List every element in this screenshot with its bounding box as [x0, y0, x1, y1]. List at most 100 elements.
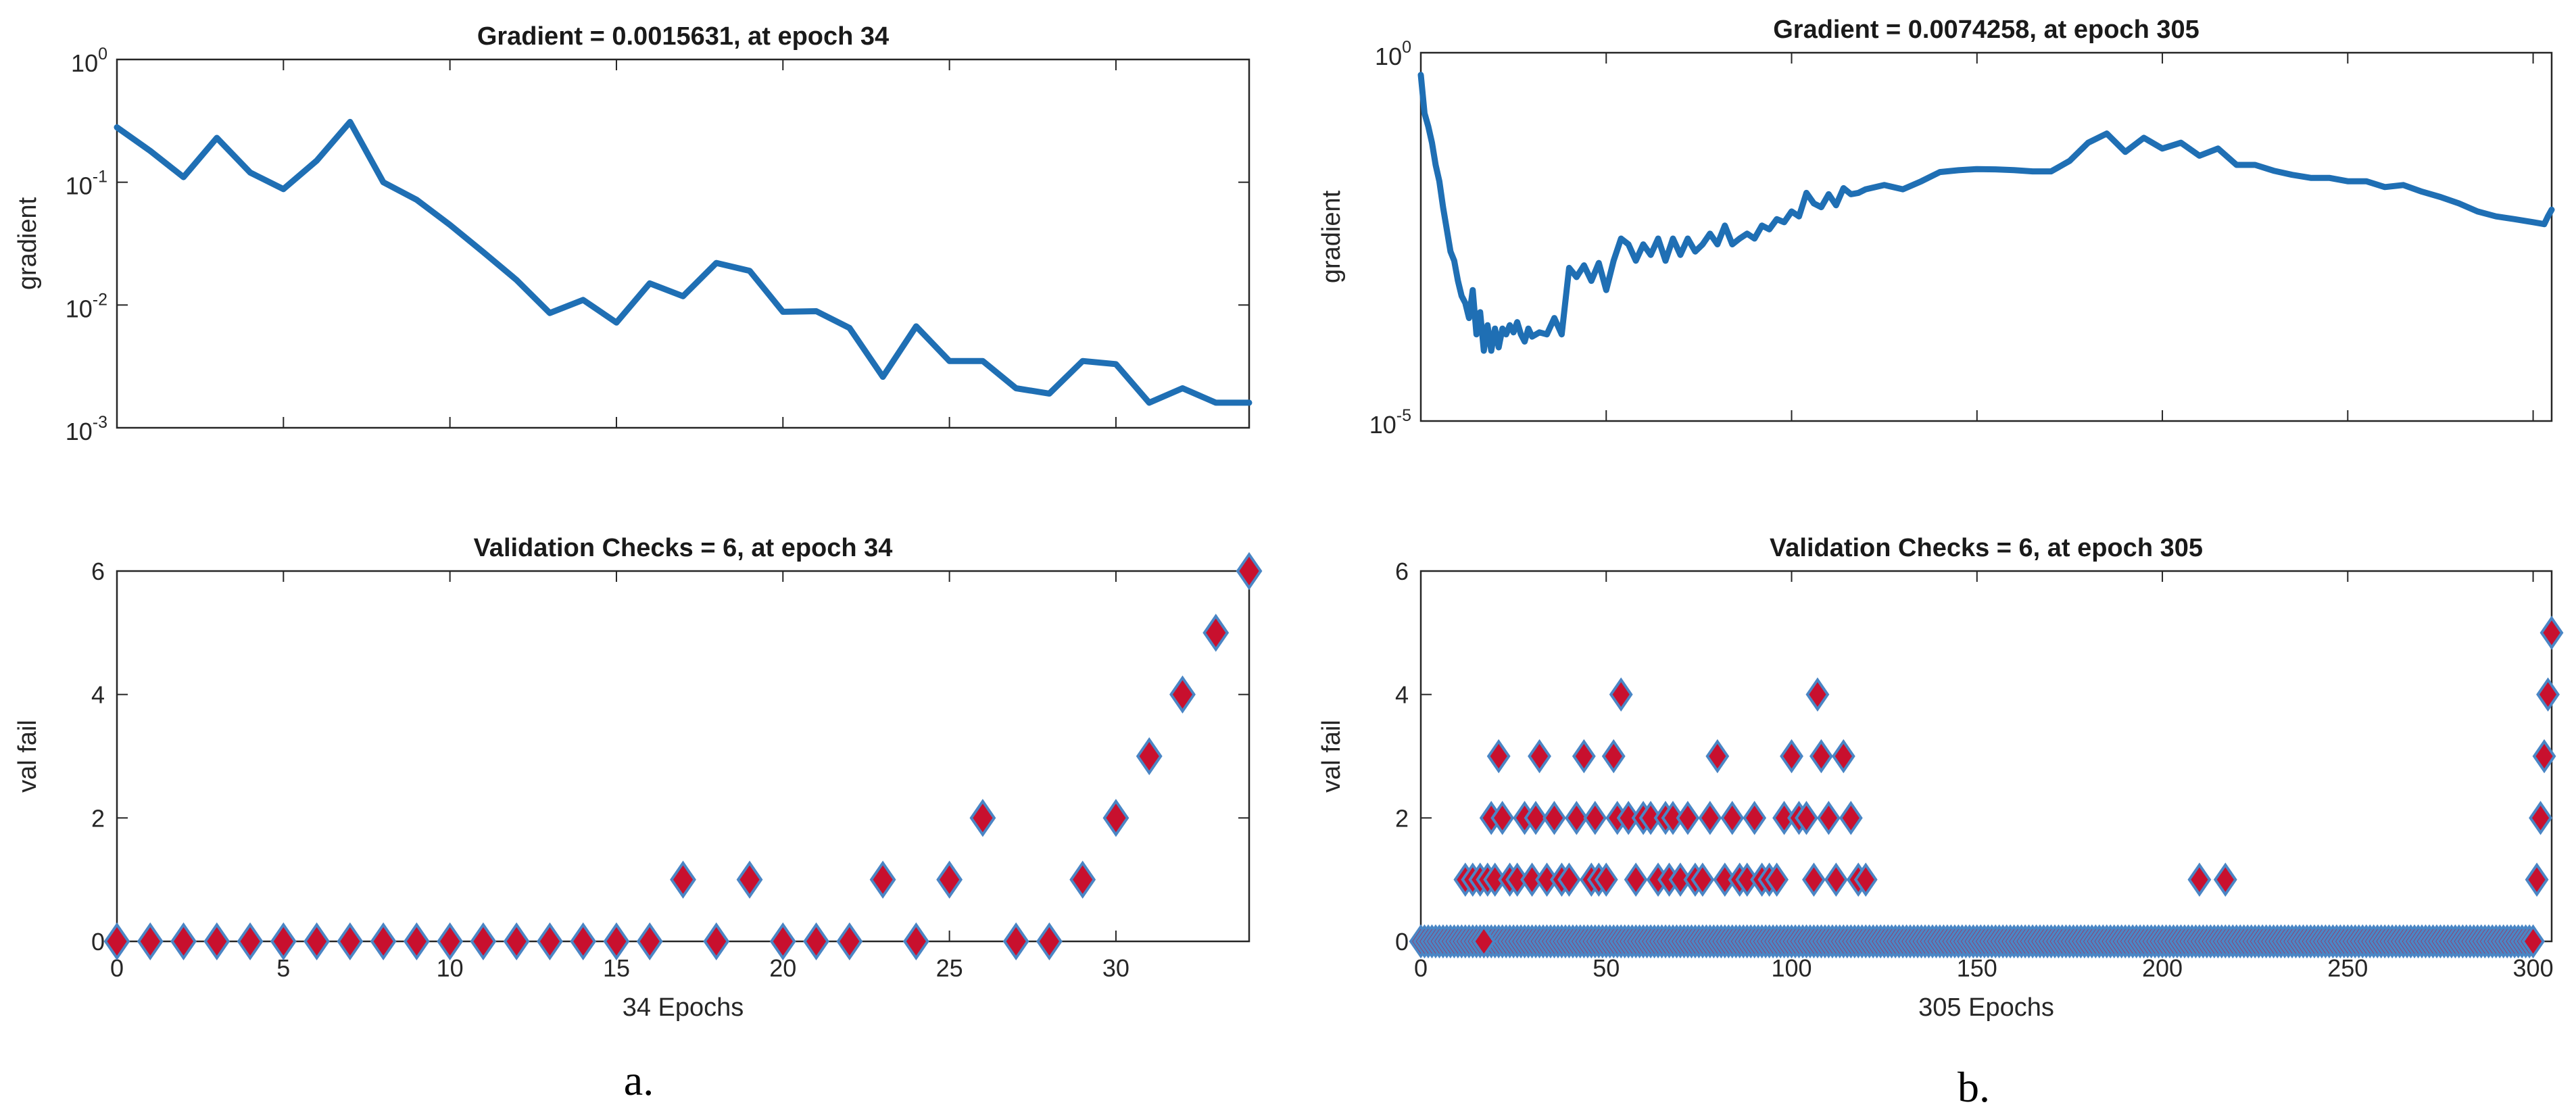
- y-axis-label: val fail: [1317, 720, 1346, 793]
- val-fail-marker: [1002, 922, 1029, 961]
- val-fail-marker: [1705, 739, 1730, 774]
- val-fail-marker: [2213, 862, 2237, 897]
- val-fail-marker: [1624, 862, 1648, 897]
- panel-a-validation-checks-chart: Validation Checks = 6, at epoch 34 val fa…: [14, 534, 1263, 1022]
- y-axis-label: gradient: [1317, 190, 1346, 283]
- val-fail-marker: [636, 922, 663, 961]
- val-fail-marker: [137, 922, 164, 961]
- x-tick-label: 25: [936, 954, 963, 982]
- val-fail-marker: [1583, 801, 1607, 835]
- y-tick-label: 2: [1395, 804, 1409, 832]
- val-fail-marker: [1831, 739, 1855, 774]
- val-fail-marker: [203, 922, 230, 961]
- val-fail-marker: [670, 860, 696, 899]
- val-fail-marker: [537, 922, 563, 961]
- val-fail-marker: [1765, 862, 1789, 897]
- x-tick-label: 100: [1771, 954, 1812, 982]
- chart-title: Gradient = 0.0015631, at epoch 34: [477, 22, 889, 51]
- val-fail-marker: [2532, 739, 2556, 774]
- panel-a-gradient-chart: Gradient = 0.0015631, at epoch 34 gradien…: [14, 22, 1253, 445]
- y-tick-label: 4: [1395, 681, 1409, 709]
- val-fail-marker: [902, 922, 929, 961]
- val-fail-marker: [237, 922, 264, 961]
- val-fail-marker: [1743, 801, 1767, 835]
- x-tick-label: 300: [2513, 954, 2554, 982]
- y-tick-label: 0: [91, 928, 105, 956]
- val-fail-marker: [1691, 862, 1715, 897]
- val-fail-marker: [503, 922, 530, 961]
- x-axis-label: 34 Epochs: [623, 993, 744, 1022]
- val-fail-marker: [1609, 677, 1633, 712]
- y-tick-label: 10-5: [1369, 406, 1411, 439]
- y-tick-label: 10-1: [66, 168, 107, 200]
- val-fail-marker: [603, 922, 630, 961]
- x-tick-label: 200: [2142, 954, 2183, 982]
- y-tick-label: 4: [91, 681, 105, 709]
- chart-title: Gradient = 0.0074258, at epoch 305: [1773, 16, 2200, 44]
- y-tick-label: 10-2: [66, 290, 107, 322]
- val-fail-marker: [869, 860, 896, 899]
- val-fail-marker: [1557, 862, 1581, 897]
- plot-area: [1419, 51, 2553, 422]
- val-fail-marker: [703, 922, 730, 961]
- caption-a: a.: [624, 1056, 654, 1104]
- gradient-series-line: [1417, 72, 2555, 354]
- y-tick-label: 100: [1375, 38, 1411, 70]
- val-fail-marker: [170, 922, 197, 961]
- val-fail-marker: [303, 922, 331, 961]
- val-fail-marker: [1802, 862, 1826, 897]
- val-fail-marker: [1805, 677, 1830, 712]
- val-fail-marker: [1542, 801, 1566, 835]
- val-fail-marker: [1036, 922, 1063, 961]
- val-fail-marker-zero: [2521, 924, 2546, 959]
- val-fail-marker: [403, 922, 430, 961]
- val-fail-marker: [1594, 862, 1618, 897]
- val-fail-marker: [1169, 675, 1196, 714]
- y-tick-label: 0: [1395, 928, 1409, 956]
- val-fail-marker: [936, 860, 963, 899]
- val-fail-marker: [1572, 739, 1596, 774]
- val-fail-marker: [2529, 801, 2552, 835]
- y-tick-label: 10-3: [66, 413, 107, 445]
- val-fail-marker: [1524, 801, 1548, 835]
- y-axis-label: val fail: [14, 720, 42, 793]
- val-fail-marker: [1676, 801, 1700, 835]
- val-fail-marker: [1720, 801, 1745, 835]
- val-fail-marker: [1202, 614, 1230, 652]
- panel-b-validation-checks-chart: Validation Checks = 6, at epoch 305 val f…: [1317, 534, 2564, 1022]
- y-tick-label: 6: [91, 558, 105, 585]
- x-tick-label: 150: [1957, 954, 1997, 982]
- val-fail-marker: [1102, 799, 1129, 837]
- val-fail-marker: [1490, 801, 1515, 835]
- val-fail-marker: [2536, 677, 2560, 712]
- y-axis-label: gradient: [14, 197, 42, 290]
- val-fail-marker: [836, 922, 863, 961]
- val-fail-marker: [2187, 862, 2212, 897]
- val-fail-marker: [1816, 801, 1841, 835]
- val-fail-marker: [1136, 737, 1163, 776]
- val-fail-marker: [1236, 551, 1263, 591]
- y-tick-label: 6: [1395, 558, 1409, 585]
- val-fail-marker: [570, 922, 597, 961]
- val-fail-marker: [1780, 739, 1803, 774]
- val-fail-marker: [1564, 801, 1588, 835]
- plot-area: [116, 58, 1250, 429]
- val-fail-marker: [1472, 924, 1496, 959]
- panel-b-gradient-chart: Gradient = 0.0074258, at epoch 305 gradie…: [1317, 16, 2555, 439]
- x-tick-label: 5: [276, 954, 290, 982]
- val-fail-marker: [1853, 862, 1878, 897]
- val-fail-marker: [736, 860, 763, 899]
- val-fail-marker: [769, 922, 796, 961]
- val-fail-marker: [1839, 801, 1863, 835]
- val-fail-marker: [2525, 862, 2549, 897]
- x-tick-label: 0: [110, 954, 124, 982]
- val-fail-marker: [1698, 801, 1722, 835]
- x-tick-label: 0: [1414, 954, 1428, 982]
- x-tick-label: 250: [2327, 954, 2368, 982]
- val-fail-marker: [803, 922, 829, 961]
- val-fail-marker: [2539, 616, 2564, 650]
- val-fail-marker: [1528, 739, 1551, 774]
- x-tick-label: 30: [1102, 954, 1129, 982]
- val-fail-marker: [969, 799, 996, 837]
- val-fail-marker: [437, 922, 464, 961]
